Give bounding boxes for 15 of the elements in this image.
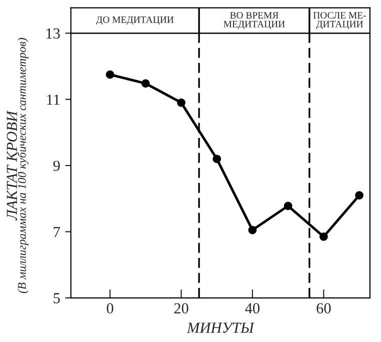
y-tick-label: 11 — [47, 94, 60, 105]
x-tick-label: 40 — [245, 303, 260, 314]
y-axis-title: ЛАКТАТ КРОВИ — [6, 110, 18, 220]
x-tick-label: 0 — [106, 303, 114, 314]
text: (В миллиграммах на 100 кубических сантиметров) — [17, 38, 28, 294]
x-axis-title: МИНУТЫ — [186, 322, 255, 333]
text: ПОСЛЕ МЕ- ДИТАЦИИ — [313, 12, 366, 30]
text: ДО МЕДИТАЦИИ — [96, 16, 174, 25]
y-tick-label: 9 — [53, 160, 60, 171]
x-tick-label: 60 — [316, 303, 331, 314]
text: ВО ВРЕМЯ МЕДИТАЦИИ — [224, 12, 285, 30]
x-tick-label: 20 — [174, 303, 188, 314]
y-tick-label: 13 — [46, 28, 60, 39]
y-tick-label: 5 — [54, 293, 60, 304]
y-tick-label: 7 — [54, 227, 60, 238]
